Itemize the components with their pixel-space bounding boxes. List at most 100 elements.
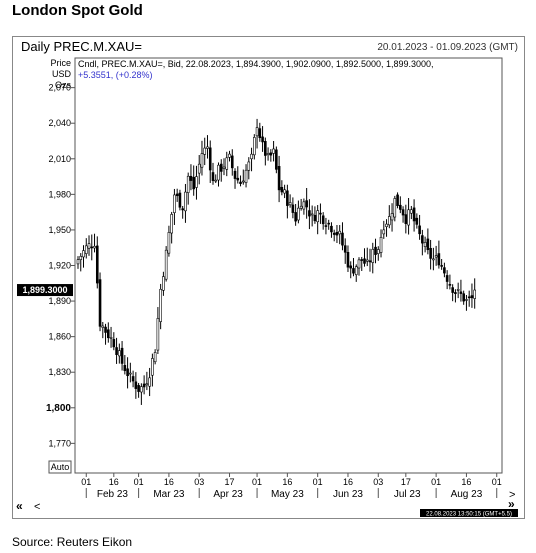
candle-body xyxy=(250,153,253,160)
candle-body xyxy=(244,169,248,183)
candle-body xyxy=(432,258,435,261)
source-note: Source: Reuters Eikon xyxy=(12,535,133,549)
candle-body xyxy=(272,148,275,154)
candle-body xyxy=(217,164,220,181)
candle-body xyxy=(352,268,355,274)
candle-body xyxy=(76,259,80,265)
x-tick-label: 17 xyxy=(401,477,411,487)
y-tick-label: 1,980 xyxy=(48,189,71,199)
x-tick-label: 16 xyxy=(109,477,119,487)
candle-body xyxy=(192,176,196,190)
candle-body xyxy=(162,276,165,291)
candle-body xyxy=(84,245,88,254)
candle-body xyxy=(264,141,267,156)
candle-body xyxy=(465,299,468,301)
x-tick-label: 17 xyxy=(225,477,235,487)
y-tick-label: 2,010 xyxy=(48,154,71,164)
candle-body xyxy=(129,372,132,375)
scroll-right-double-button[interactable]: » xyxy=(508,497,515,511)
candle-body xyxy=(302,201,306,210)
timestamp-label: 22.08.2023 13:50:15 (GMT+5.5) xyxy=(426,512,512,518)
candle-body xyxy=(399,204,402,210)
candle-body xyxy=(462,293,465,302)
x-month-label: Jul 23 xyxy=(394,489,421,500)
candle-body xyxy=(170,214,173,234)
candle-body xyxy=(164,249,168,280)
chart-ric-title: Daily PREC.M.XAU= xyxy=(21,39,142,54)
candle-body xyxy=(310,213,314,216)
candle-body xyxy=(288,202,292,206)
candle-body xyxy=(247,161,251,171)
candle-body xyxy=(186,175,190,193)
candle-body xyxy=(151,358,154,376)
candle-body xyxy=(275,149,278,170)
candle-body xyxy=(467,296,471,299)
candle-body xyxy=(368,260,372,263)
candle-body xyxy=(184,191,187,212)
candle-body xyxy=(261,136,264,143)
x-tick-label: 01 xyxy=(313,477,323,487)
y-tick-label: 1,950 xyxy=(48,225,71,235)
scroll-right-button[interactable]: > xyxy=(509,489,515,501)
candle-body xyxy=(214,179,218,182)
y-tick-label: 2,040 xyxy=(48,118,71,128)
candle-body xyxy=(225,157,229,170)
candle-body xyxy=(90,246,94,249)
candle-body xyxy=(156,318,160,351)
y-tick-label: 1,770 xyxy=(48,438,71,448)
candle-body xyxy=(365,259,369,262)
candle-body xyxy=(255,127,259,137)
candle-body xyxy=(159,288,162,322)
candle-body xyxy=(178,192,182,208)
candle-body xyxy=(115,347,118,355)
candle-body xyxy=(456,289,460,291)
x-month-label: May 23 xyxy=(271,489,304,500)
candle-body xyxy=(459,291,463,294)
scroll-left-button[interactable]: < xyxy=(34,501,40,513)
candle-body xyxy=(308,210,311,217)
candle-body xyxy=(387,216,391,226)
candle-body xyxy=(258,128,262,139)
candle-body xyxy=(93,245,96,249)
candle-body xyxy=(443,267,446,274)
x-month-label: Apr 23 xyxy=(213,489,243,500)
candle-body xyxy=(404,214,408,224)
y-axis-title: Price xyxy=(50,58,71,68)
x-tick-label: 01 xyxy=(431,477,441,487)
candle-body xyxy=(423,242,427,247)
candle-body xyxy=(140,386,143,393)
candle-body xyxy=(236,177,240,181)
candle-body xyxy=(330,225,333,233)
candle-body xyxy=(332,232,336,235)
candle-body xyxy=(448,284,452,286)
candle-body xyxy=(327,222,330,225)
candle-body xyxy=(454,292,457,294)
scroll-left-double-button[interactable]: « xyxy=(16,499,23,513)
candle-body xyxy=(324,225,328,227)
page-title: London Spot Gold xyxy=(12,2,143,19)
candle-body xyxy=(142,383,146,388)
x-tick-label: 01 xyxy=(252,477,262,487)
candle-body xyxy=(415,217,419,225)
candle-body xyxy=(79,255,83,260)
candle-body xyxy=(360,259,364,261)
candle-body xyxy=(297,207,300,221)
candle-body xyxy=(371,248,375,263)
candle-body xyxy=(153,352,157,363)
candle-body xyxy=(418,225,421,235)
candle-body xyxy=(203,147,207,155)
plot-area xyxy=(74,57,503,474)
candle-body xyxy=(208,147,212,171)
candle-body xyxy=(137,385,140,392)
candle-body xyxy=(407,209,410,226)
candle-body xyxy=(426,238,430,251)
candle-body xyxy=(195,176,198,188)
candle-body xyxy=(343,245,347,253)
candle-body xyxy=(283,189,286,194)
candle-body xyxy=(354,266,358,276)
candle-body xyxy=(440,265,443,267)
auto-button[interactable] xyxy=(48,460,72,474)
candle-body xyxy=(123,365,127,371)
candle-body xyxy=(189,175,193,181)
candle-body xyxy=(335,231,339,236)
